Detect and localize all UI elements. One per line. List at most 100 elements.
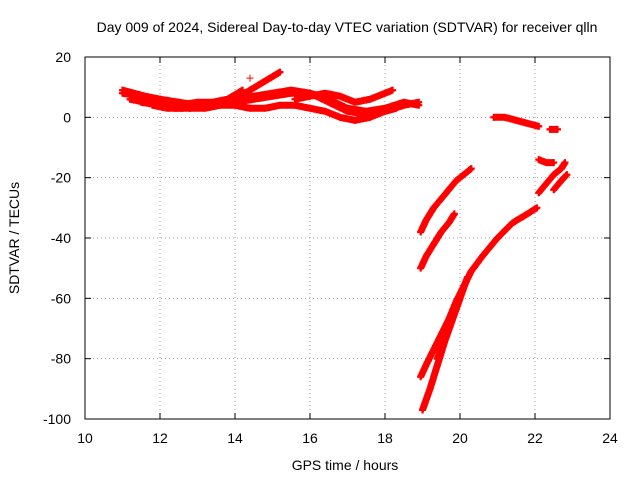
track-segment (337, 93, 358, 106)
x-tick-label: 18 (377, 430, 393, 446)
x-tick-label: 14 (227, 430, 243, 446)
gridlines (85, 57, 610, 419)
track-segment (423, 241, 437, 259)
series-track-8 (417, 165, 475, 236)
y-tick-label: -80 (51, 351, 71, 367)
track-segment (461, 166, 474, 178)
series-track-12 (434, 294, 464, 363)
track-segment (364, 108, 388, 118)
x-tick-label: 16 (302, 430, 318, 446)
track-segment (307, 105, 328, 115)
track-segment (551, 178, 564, 193)
track-segment (180, 102, 200, 112)
track-segment (558, 172, 570, 184)
track-segment (547, 125, 560, 133)
track-segment (468, 253, 486, 274)
track-segment (289, 86, 313, 97)
track-segment (277, 101, 298, 109)
track-segment (551, 166, 564, 178)
x-axis-label: GPS time / hours (292, 457, 399, 473)
series-track-17 (550, 171, 571, 194)
y-tick-label: -100 (43, 411, 71, 427)
track-segment (262, 102, 283, 112)
series-track-13 (490, 113, 543, 130)
track-segment (382, 102, 406, 115)
track-segment (139, 92, 163, 103)
track-segment (292, 93, 313, 103)
track-segment (247, 104, 268, 112)
track-segment (434, 335, 449, 361)
series-track-10 (417, 204, 541, 381)
track-segment (382, 87, 395, 97)
track-segment (165, 104, 185, 112)
series-track-6 (291, 86, 396, 106)
track-segment (322, 108, 343, 121)
track-segment (430, 332, 445, 352)
track-segment (446, 211, 458, 226)
track-segment (449, 296, 463, 319)
track-segment (494, 220, 516, 241)
track-segment (292, 102, 313, 112)
series-track-14 (546, 125, 561, 133)
y-tick-label: 0 (63, 109, 71, 125)
track-segment (345, 108, 369, 118)
track-segment (401, 99, 421, 109)
track-segment (262, 69, 283, 84)
track-segment (525, 205, 540, 217)
track-segment (419, 386, 434, 413)
track-segment (510, 211, 530, 226)
track-segment (322, 90, 343, 100)
track-segment (525, 120, 541, 130)
chart-title: Day 009 of 2024, Sidereal Day-to-day VTE… (97, 19, 598, 35)
y-tick-labels: -100 -80 -60 -40 -20 0 20 (43, 49, 71, 427)
track-segment (438, 220, 452, 235)
track-segment (195, 99, 215, 109)
x-tick-label: 12 (152, 430, 168, 446)
x-tick-labels: 10 12 14 16 18 20 22 24 (77, 430, 618, 446)
track-segment (430, 229, 445, 247)
track-segment (326, 99, 350, 115)
track-segment (479, 235, 501, 259)
y-tick-label: -60 (51, 290, 71, 306)
track-segment (431, 196, 444, 211)
track-segment (441, 314, 456, 340)
y-tick-label: -20 (51, 170, 71, 186)
track-segment (544, 159, 556, 167)
track-segment (270, 86, 294, 97)
track-segment (543, 172, 557, 187)
x-tick-label: 10 (77, 430, 93, 446)
track-segment (536, 181, 549, 196)
x-tick-label: 24 (602, 430, 618, 446)
track-segment (210, 96, 230, 106)
x-tick-label: 20 (452, 430, 468, 446)
series-track-5 (149, 86, 246, 112)
series-track-7 (246, 74, 254, 82)
track-segment (367, 90, 388, 103)
track-segment (232, 92, 256, 103)
series-track-9 (417, 210, 458, 272)
track-segment (558, 160, 568, 172)
data-points (119, 68, 571, 414)
series-track-15 (535, 156, 558, 167)
track-segment (423, 205, 437, 223)
data-point (246, 74, 254, 82)
track-segment (352, 96, 373, 106)
track-segment (120, 89, 144, 100)
y-tick-label: 20 (55, 49, 71, 65)
track-segment (423, 347, 437, 367)
track-segment (417, 253, 430, 271)
x-tick-label: 22 (527, 430, 543, 446)
track-segment (337, 114, 358, 124)
track-segment (352, 114, 373, 124)
track-segment (438, 187, 452, 202)
axis-ticks (84, 56, 611, 420)
track-segment (426, 362, 441, 392)
series-track-16 (535, 159, 569, 197)
y-tick-label: -40 (51, 230, 71, 246)
track-segment (225, 87, 245, 102)
track-segment (247, 78, 268, 93)
track-segment (417, 217, 430, 235)
track-segment (251, 89, 275, 100)
